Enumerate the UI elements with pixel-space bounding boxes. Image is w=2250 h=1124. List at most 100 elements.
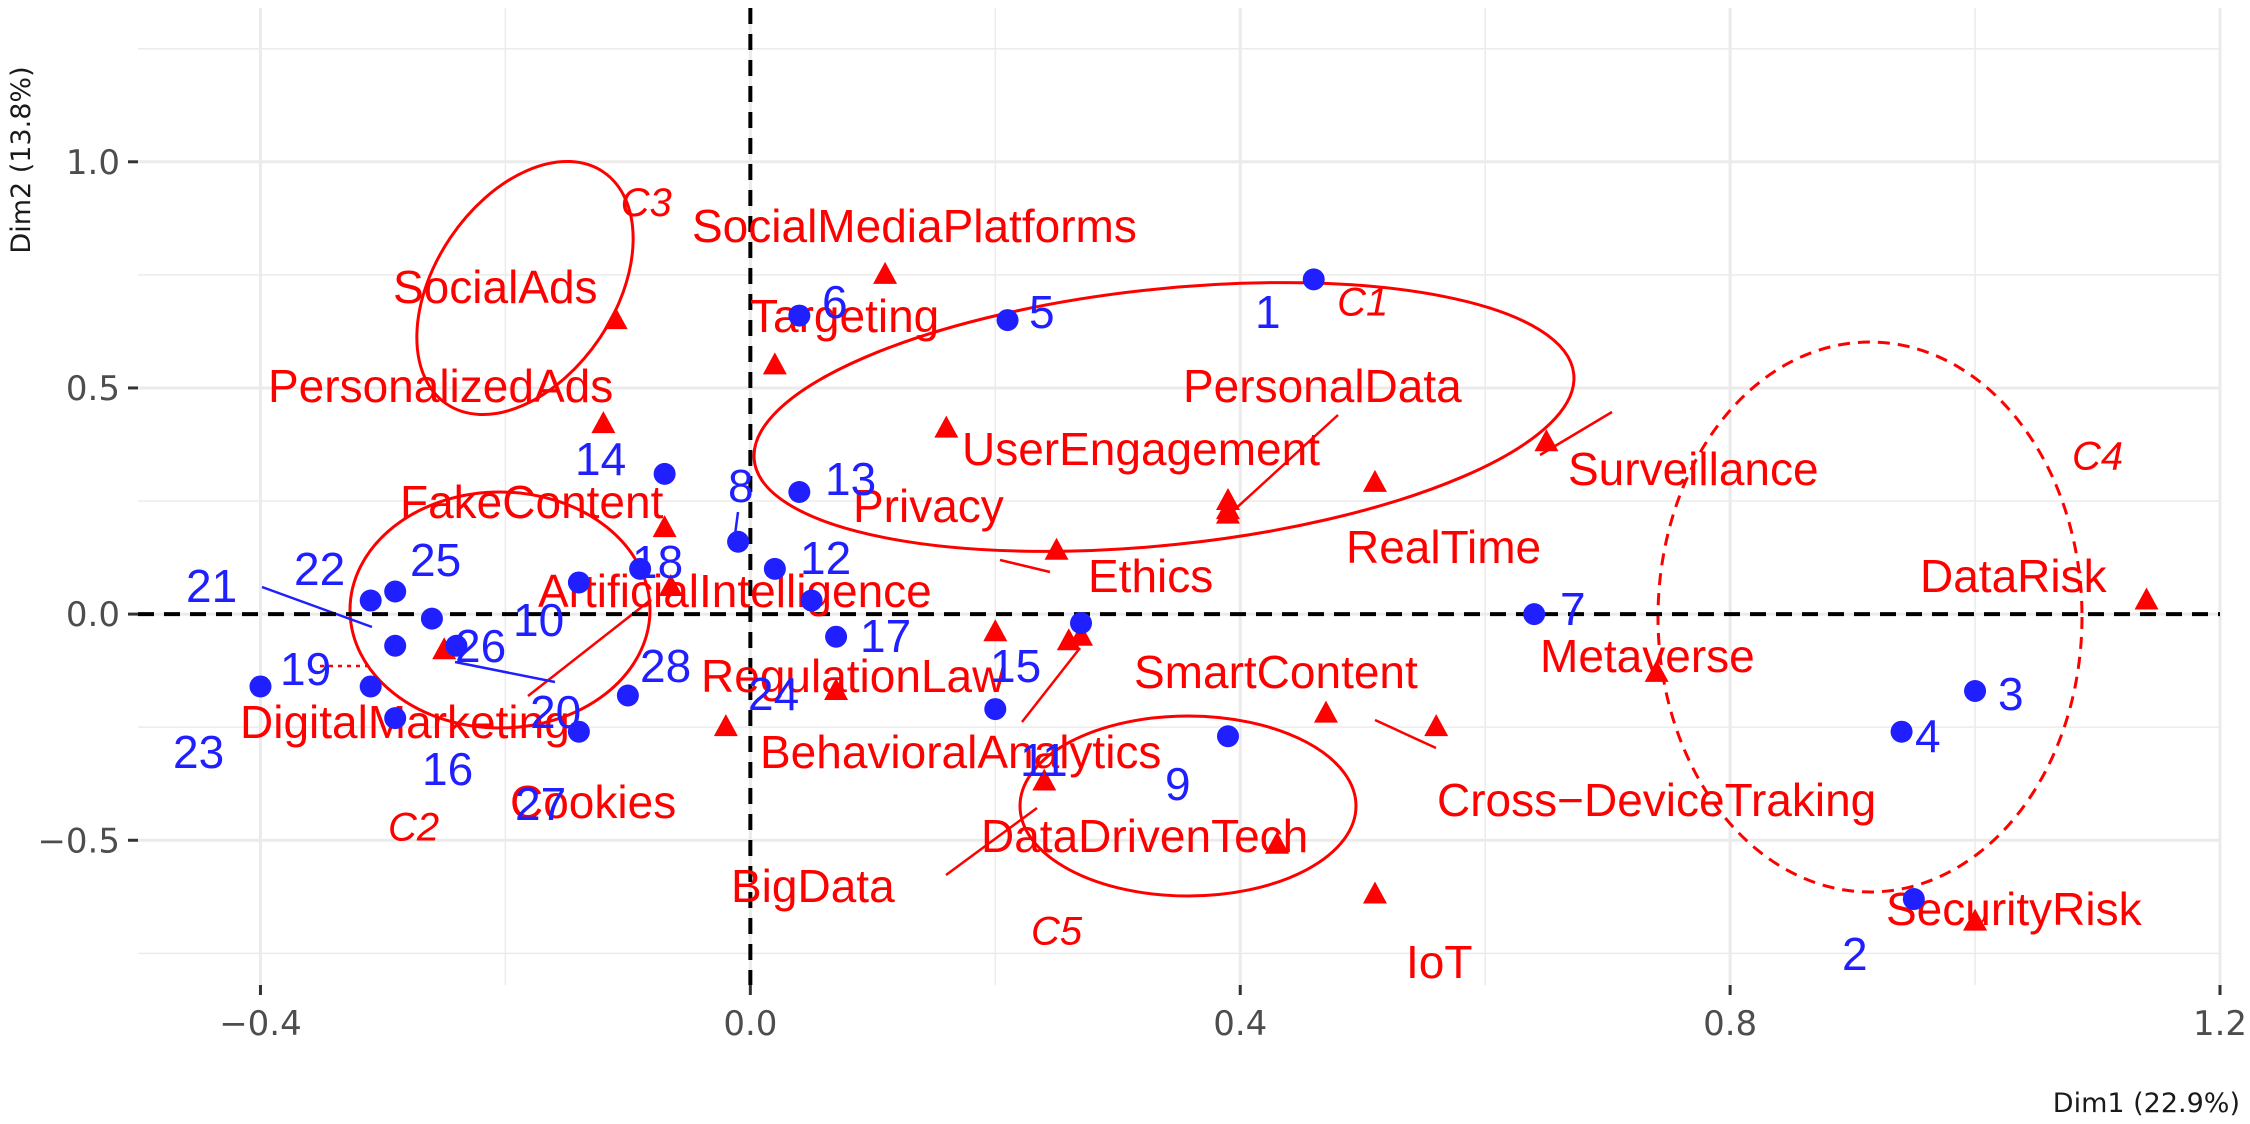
word-point-marker (591, 411, 616, 434)
document-leader-line (261, 585, 373, 629)
document-label: 13 (825, 453, 876, 505)
document-point-marker (1523, 603, 1546, 626)
word-label: RegulationLaw (701, 650, 1006, 702)
document-label: 24 (748, 668, 799, 720)
word-label: Targeting (750, 290, 939, 342)
document-point-marker (384, 707, 407, 730)
document-label: 18 (632, 536, 683, 588)
word-leader-line (945, 806, 1038, 877)
word-label: PersonalData (1183, 360, 1462, 412)
document-point-marker (800, 589, 823, 612)
word-label: PersonalizedAds (268, 360, 613, 412)
document-label: 9 (1165, 758, 1191, 810)
word-point-marker (713, 714, 738, 737)
word-label: BehavioralAnalytics (760, 726, 1161, 778)
document-label: 8 (728, 460, 754, 512)
document-label: 6 (822, 276, 848, 328)
document-point-marker (1070, 612, 1093, 635)
word-point-marker (1644, 659, 1669, 682)
document-label: 17 (860, 610, 911, 662)
document-label: 16 (422, 743, 473, 795)
document-point-marker (249, 675, 272, 698)
document-point-marker (567, 571, 590, 594)
word-leader-line (999, 558, 1051, 574)
document-point-marker (825, 625, 848, 648)
word-label: Ethics (1088, 550, 1213, 602)
document-label: 11 (1020, 734, 1068, 786)
x-tick-label: 0.4 (1213, 1004, 1267, 1044)
word-label: FakeContent (400, 476, 664, 528)
document-point-marker (445, 634, 468, 657)
document-label: 23 (173, 726, 224, 778)
document-label: 22 (294, 543, 345, 595)
cluster-label: C5 (1031, 909, 1083, 953)
document-label: 27 (515, 778, 566, 830)
word-point-marker (652, 515, 677, 538)
word-leader-line (1021, 647, 1081, 723)
document-label: 15 (990, 640, 1041, 692)
document-label: 25 (410, 534, 461, 586)
document-point-marker (1890, 720, 1913, 743)
word-point-marker (824, 677, 849, 700)
y-tick-label: 0.5 (66, 369, 120, 409)
cluster-ellipses (348, 159, 2084, 898)
document-point-marker (763, 557, 786, 580)
word-label: UserEngagement (962, 423, 1320, 475)
word-point-marker (1044, 537, 1069, 560)
document-label: 14 (575, 433, 626, 485)
y-tick-label: 0.0 (66, 595, 120, 635)
word-label: IoT (1406, 936, 1472, 988)
word-point-marker (934, 415, 959, 438)
word-label: SocialAds (393, 261, 598, 313)
cluster-c1-ellipse (752, 281, 1576, 553)
word-point-marker (1313, 700, 1338, 723)
document-label: 4 (1915, 710, 1941, 762)
x-tick-label: −0.4 (219, 1004, 302, 1044)
document-point-marker (384, 580, 407, 603)
document-label: 12 (800, 532, 851, 584)
word-label: SmartContent (1134, 646, 1418, 698)
x-axis-title: Dim1 (22.9%) (2053, 1088, 2240, 1119)
document-label: 7 (1560, 583, 1586, 635)
cluster-label: C4 (2072, 434, 2123, 478)
cluster-label: C1 (1337, 281, 1388, 325)
document-point-marker (359, 589, 382, 612)
word-label: Cross−DeviceTraking (1437, 774, 1876, 826)
x-tick-label: 1.2 (2193, 1004, 2247, 1044)
document-label: 10 (513, 594, 564, 646)
document-label: 21 (186, 560, 237, 612)
document-label: 3 (1998, 668, 2024, 720)
word-point-marker (1215, 497, 1240, 520)
word-point-marker (658, 573, 683, 596)
document-label: 5 (1029, 286, 1055, 338)
word-label: Surveillance (1568, 443, 1819, 495)
word-leader-line (1231, 414, 1339, 513)
axis-ticks: −0.4 0.0 0.4 0.8 1.2 −0.5 0.0 0.5 1.0 (37, 143, 2247, 1044)
word-point-marker (1534, 429, 1559, 452)
x-tick-label: 0.0 (723, 1004, 777, 1044)
y-tick-label: 1.0 (66, 143, 120, 183)
document-point-marker (384, 634, 407, 657)
word-point-marker (1069, 623, 1094, 646)
word-label: DataRisk (1920, 550, 2108, 602)
cluster-labels: C1 C2 C3 C4 C5 (388, 181, 2123, 953)
document-point-marker (788, 304, 811, 327)
x-tick-label: 0.8 (1703, 1004, 1757, 1044)
word-point-marker (1362, 881, 1387, 904)
document-point-marker (1216, 725, 1239, 748)
word-label: Cookies (510, 776, 676, 828)
word-point-marker (1424, 714, 1449, 737)
document-point-marker (1964, 679, 1987, 702)
document-point-marker (984, 698, 1007, 721)
document-point-marker (1902, 888, 1925, 911)
cluster-c2-ellipse (348, 490, 652, 730)
word-point-marker (1362, 469, 1387, 492)
document-label: 2 (1842, 928, 1868, 980)
document-label: 26 (455, 620, 506, 672)
document-label: 1 (1255, 286, 1281, 338)
document-point-marker (727, 530, 750, 553)
word-point-marker (603, 307, 628, 330)
document-point-marker (629, 557, 652, 580)
